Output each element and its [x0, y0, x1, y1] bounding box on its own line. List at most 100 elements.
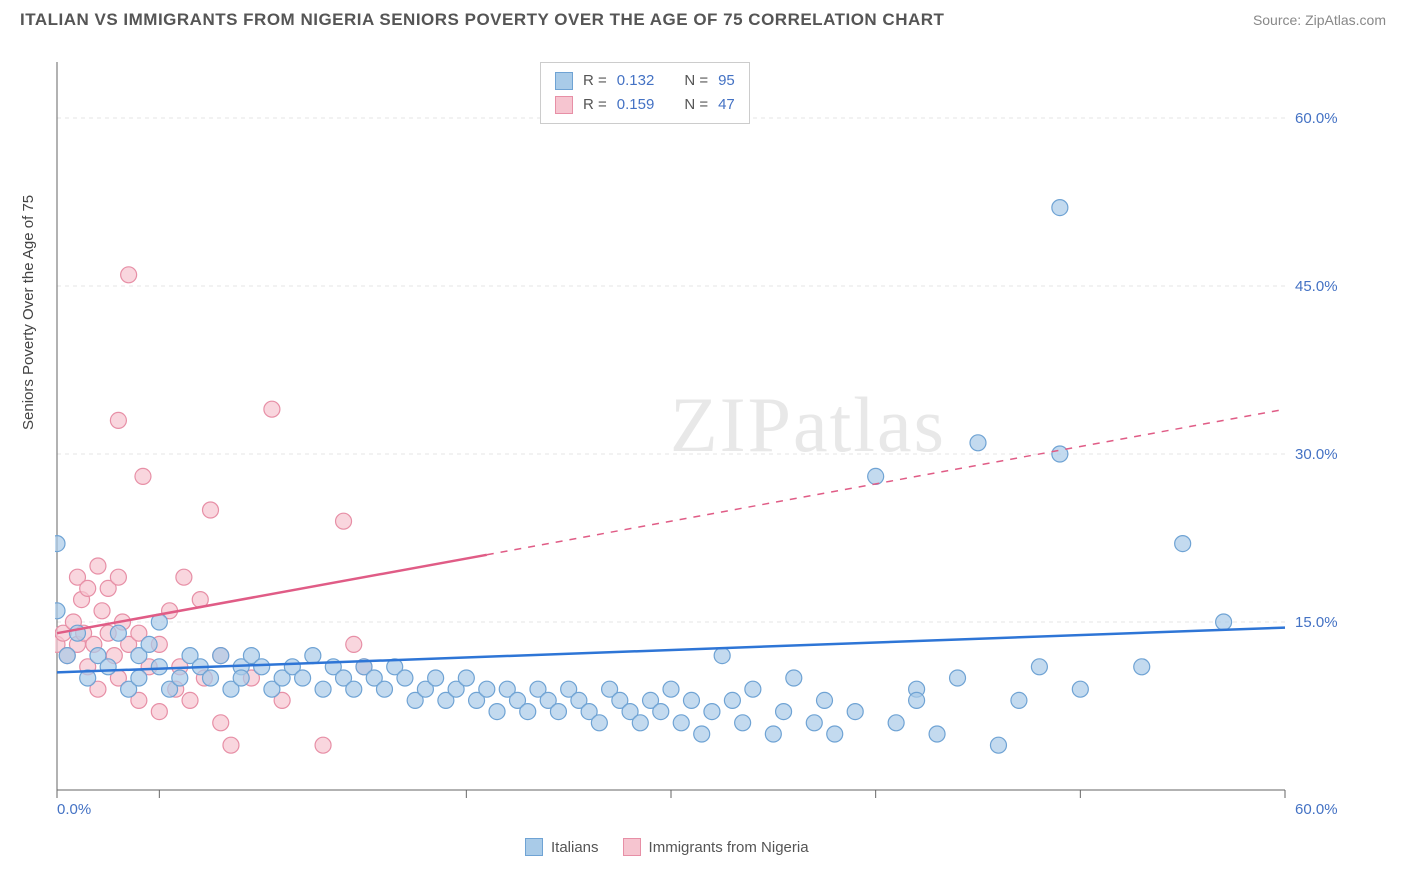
data-point — [346, 681, 362, 697]
data-point — [591, 715, 607, 731]
data-point — [55, 603, 65, 619]
data-point — [909, 692, 925, 708]
data-point — [295, 670, 311, 686]
trend-line — [57, 555, 487, 633]
data-point — [376, 681, 392, 697]
data-point — [1072, 681, 1088, 697]
data-point — [929, 726, 945, 742]
data-point — [1134, 659, 1150, 675]
x-axis-max-label: 60.0% — [1295, 801, 1338, 818]
data-point — [213, 648, 229, 664]
data-point — [550, 704, 566, 720]
legend-r-label: R = — [583, 93, 607, 117]
data-point — [213, 715, 229, 731]
data-point — [55, 536, 65, 552]
legend-r-value: 0.132 — [617, 69, 655, 93]
data-point — [765, 726, 781, 742]
data-point — [724, 692, 740, 708]
data-point — [315, 737, 331, 753]
scatter-plot: 15.0% 30.0% 45.0% 60.0% 0.0% 60.0% — [55, 60, 1345, 820]
data-point — [1052, 200, 1068, 216]
y-tick-label: 45.0% — [1295, 278, 1338, 295]
data-point — [110, 412, 126, 428]
data-point — [59, 648, 75, 664]
data-point — [254, 659, 270, 675]
data-point — [990, 737, 1006, 753]
y-tick-label: 30.0% — [1295, 446, 1338, 463]
data-point — [950, 670, 966, 686]
data-point — [704, 704, 720, 720]
data-point — [489, 704, 505, 720]
legend-label: Italians — [551, 839, 599, 856]
data-point — [653, 704, 669, 720]
data-point — [264, 401, 280, 417]
data-point — [776, 704, 792, 720]
data-point — [1175, 536, 1191, 552]
data-point — [632, 715, 648, 731]
data-point — [131, 670, 147, 686]
data-point — [663, 681, 679, 697]
x-axis-min-label: 0.0% — [57, 801, 91, 818]
legend-n-value: 47 — [718, 93, 735, 117]
data-point — [336, 513, 352, 529]
legend-swatch — [623, 838, 641, 856]
data-point — [847, 704, 863, 720]
data-point — [90, 558, 106, 574]
data-point — [110, 625, 126, 641]
data-point — [397, 670, 413, 686]
data-point — [80, 580, 96, 596]
data-point — [223, 737, 239, 753]
data-point — [94, 603, 110, 619]
data-point — [176, 569, 192, 585]
data-point — [714, 648, 730, 664]
chart-header: ITALIAN VS IMMIGRANTS FROM NIGERIA SENIO… — [0, 0, 1406, 40]
data-point — [745, 681, 761, 697]
y-tick-label: 15.0% — [1295, 614, 1338, 631]
data-point — [100, 659, 116, 675]
data-point — [151, 704, 167, 720]
legend-label: Immigrants from Nigeria — [649, 839, 809, 856]
data-point — [970, 435, 986, 451]
data-point — [110, 569, 126, 585]
data-point — [121, 267, 137, 283]
data-point — [1031, 659, 1047, 675]
data-point — [458, 670, 474, 686]
data-point — [305, 648, 321, 664]
legend-r-value: 0.159 — [617, 93, 655, 117]
legend-correlation: R = 0.132 N = 95 R = 0.159 N = 47 — [540, 62, 750, 124]
data-point — [346, 636, 362, 652]
trend-line-dashed — [487, 409, 1285, 555]
data-point — [735, 715, 751, 731]
data-point — [786, 670, 802, 686]
legend-n-label: N = — [684, 69, 708, 93]
y-tick-label: 60.0% — [1295, 110, 1338, 127]
data-point — [1216, 614, 1232, 630]
data-point — [315, 681, 331, 697]
data-point — [172, 670, 188, 686]
legend-n-label: N = — [684, 93, 708, 117]
data-point — [868, 468, 884, 484]
data-point — [203, 502, 219, 518]
data-point — [520, 704, 536, 720]
y-axis-label: Seniors Poverty Over the Age of 75 — [20, 195, 37, 430]
data-point — [806, 715, 822, 731]
data-point — [694, 726, 710, 742]
legend-n-value: 95 — [718, 69, 735, 93]
legend-r-label: R = — [583, 69, 607, 93]
data-point — [182, 692, 198, 708]
data-point — [673, 715, 689, 731]
legend-swatch — [555, 72, 573, 90]
legend-row: R = 0.132 N = 95 — [555, 69, 735, 93]
data-point — [428, 670, 444, 686]
legend-swatch — [555, 96, 573, 114]
data-point — [479, 681, 495, 697]
chart-title: ITALIAN VS IMMIGRANTS FROM NIGERIA SENIO… — [20, 10, 944, 30]
data-point — [1052, 446, 1068, 462]
data-point — [141, 636, 157, 652]
data-point — [827, 726, 843, 742]
trend-line — [57, 628, 1285, 673]
legend-item: Immigrants from Nigeria — [623, 838, 809, 856]
data-point — [135, 468, 151, 484]
data-point — [817, 692, 833, 708]
chart-container: 15.0% 30.0% 45.0% 60.0% 0.0% 60.0% — [55, 60, 1345, 820]
